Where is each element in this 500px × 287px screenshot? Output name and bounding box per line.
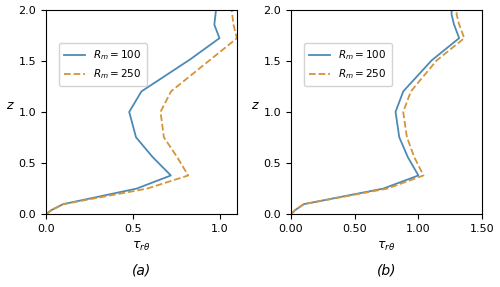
X-axis label: $\tau_{r\theta}$: $\tau_{r\theta}$ (378, 240, 396, 253)
$R_m =250$ (216, 51, 222, 55)
$R_m =250$ (402, 119, 407, 122)
$R_m =100$ (212, 14, 218, 17)
Line: $R_m =250$: $R_m =250$ (46, 9, 237, 214)
$R_m =250$ (230, 14, 235, 17)
$R_m =100$ (448, 8, 454, 11)
X-axis label: $\tau_{r\theta}$: $\tau_{r\theta}$ (132, 240, 150, 253)
$R_m =100$ (449, 14, 455, 17)
$R_m =250$ (443, 51, 449, 55)
Line: $R_m =100$: $R_m =100$ (291, 9, 459, 214)
$R_m =100$ (212, 14, 218, 17)
$R_m =250$ (158, 119, 164, 122)
Line: $R_m =250$: $R_m =250$ (291, 9, 465, 214)
$R_m =250$ (158, 113, 164, 117)
$R_m =250$ (43, 213, 49, 216)
$R_m =250$ (454, 8, 460, 11)
Y-axis label: $z$: $z$ (251, 99, 260, 112)
$R_m =100$ (288, 213, 294, 216)
Line: $R_m =100$: $R_m =100$ (46, 9, 220, 214)
$R_m =100$ (61, 202, 67, 206)
$R_m =100$ (196, 51, 202, 55)
$R_m =250$ (288, 213, 294, 216)
$R_m =250$ (230, 14, 235, 17)
$R_m =250$ (454, 14, 460, 17)
$R_m =100$ (213, 8, 219, 11)
Legend: $R_m =100$, $R_m =250$: $R_m =100$, $R_m =250$ (304, 43, 392, 86)
$R_m =100$ (393, 113, 399, 117)
Text: (a): (a) (132, 263, 151, 278)
$R_m =100$ (449, 14, 455, 17)
$R_m =100$ (394, 119, 400, 122)
$R_m =100$ (43, 213, 49, 216)
Text: (b): (b) (377, 263, 396, 278)
Legend: $R_m =100$, $R_m =250$: $R_m =100$, $R_m =250$ (58, 43, 146, 86)
Y-axis label: $z$: $z$ (6, 99, 15, 112)
$R_m =250$ (400, 113, 406, 117)
$R_m =250$ (454, 14, 460, 17)
$R_m =250$ (228, 8, 234, 11)
$R_m =100$ (438, 51, 444, 55)
$R_m =100$ (302, 202, 308, 206)
$R_m =250$ (62, 202, 68, 206)
$R_m =100$ (127, 113, 133, 117)
$R_m =100$ (128, 119, 134, 122)
$R_m =250$ (302, 202, 308, 206)
